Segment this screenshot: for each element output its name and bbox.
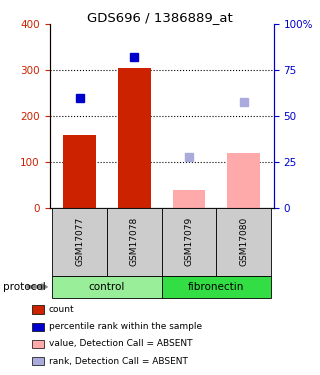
Text: GSM17080: GSM17080 xyxy=(239,217,248,267)
Text: GSM17077: GSM17077 xyxy=(75,217,84,267)
Text: GSM17078: GSM17078 xyxy=(130,217,139,267)
Bar xyxy=(118,68,151,208)
Bar xyxy=(52,208,107,276)
Text: count: count xyxy=(49,305,75,314)
Bar xyxy=(172,190,205,208)
Text: percentile rank within the sample: percentile rank within the sample xyxy=(49,322,202,331)
Text: value, Detection Call = ABSENT: value, Detection Call = ABSENT xyxy=(49,339,192,348)
Text: GSM17079: GSM17079 xyxy=(184,217,193,267)
Text: GDS696 / 1386889_at: GDS696 / 1386889_at xyxy=(87,11,233,24)
Text: rank, Detection Call = ABSENT: rank, Detection Call = ABSENT xyxy=(49,357,188,366)
Text: protocol: protocol xyxy=(3,282,46,292)
Bar xyxy=(227,153,260,208)
Bar xyxy=(107,208,162,276)
Text: control: control xyxy=(89,282,125,292)
Bar xyxy=(216,208,271,276)
Text: fibronectin: fibronectin xyxy=(188,282,244,292)
Bar xyxy=(162,276,271,298)
Bar xyxy=(162,208,216,276)
Bar xyxy=(52,276,162,298)
Bar xyxy=(63,135,96,208)
